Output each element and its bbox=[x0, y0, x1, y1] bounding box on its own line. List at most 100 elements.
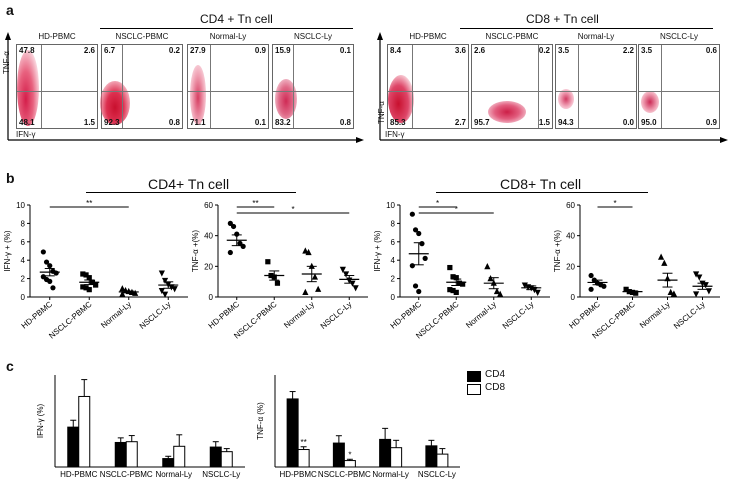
x-tick-label: NSCLC-Ly bbox=[202, 470, 240, 479]
x-tick-label: Normal-Ly bbox=[372, 470, 409, 479]
flow-plot-title: NSCLC-PBMC bbox=[115, 32, 169, 41]
flow-plot-cd4-normal-ly: Normal-Ly 27.9 0.9 71.1 0.1 bbox=[187, 32, 269, 129]
data-point bbox=[161, 277, 169, 285]
bar-cd8 bbox=[343, 460, 356, 468]
x-tick-label: NSCLC-Ly bbox=[138, 300, 173, 331]
bar-cd4 bbox=[162, 458, 175, 468]
data-point bbox=[667, 288, 674, 295]
panel-b-cd4-title: CD4+ Tn cell bbox=[148, 176, 230, 192]
x-tick-label: Normal-Ly bbox=[638, 300, 672, 330]
panel-a-cd8-xaxis-label: IFN-γ bbox=[385, 130, 405, 139]
data-point bbox=[447, 287, 453, 293]
quadrant-hline bbox=[102, 91, 182, 92]
data-point bbox=[349, 280, 356, 287]
y-tick-label: 2 bbox=[391, 275, 396, 284]
data-point bbox=[168, 284, 175, 291]
flow-plot-title: HD-PBMC bbox=[409, 32, 447, 41]
data-point bbox=[86, 287, 92, 293]
data-point bbox=[412, 283, 419, 289]
significance-label: * bbox=[455, 205, 458, 214]
data-point bbox=[416, 288, 422, 295]
data-point bbox=[230, 223, 237, 230]
bar-cd8 bbox=[78, 395, 91, 468]
quadrant-hline bbox=[472, 91, 552, 92]
data-point bbox=[315, 285, 322, 292]
data-point bbox=[86, 275, 92, 281]
bar-cd8 bbox=[436, 453, 449, 468]
significance-label: * bbox=[613, 199, 616, 208]
legend-swatch-cd8 bbox=[467, 384, 481, 395]
data-point bbox=[302, 288, 309, 295]
data-point bbox=[47, 263, 53, 269]
quadrant-tl: 2.6 bbox=[474, 46, 486, 55]
quadrant-tr: 2.2 bbox=[622, 46, 634, 55]
y-tick-label: 8 bbox=[391, 219, 396, 228]
quadrant-tl: 15.9 bbox=[275, 46, 291, 55]
y-tick-label: 20 bbox=[204, 262, 213, 271]
legend-label-cd8: CD8 bbox=[485, 382, 506, 393]
quadrant-br: 0.8 bbox=[339, 118, 351, 127]
y-tick-label: 10 bbox=[386, 201, 395, 210]
y-axis-label: TNF-α (%) bbox=[256, 402, 265, 440]
y-tick-label: 4 bbox=[391, 256, 396, 265]
quadrant-vline bbox=[293, 45, 294, 128]
x-tick-label: HD-PBMC bbox=[20, 300, 55, 331]
data-point bbox=[534, 289, 541, 296]
bar-cd4 bbox=[209, 446, 222, 468]
significance-label: ** bbox=[252, 199, 258, 208]
x-tick-label: Normal-Ly bbox=[99, 300, 133, 330]
quadrant-hline bbox=[188, 91, 268, 92]
quadrant-vline bbox=[41, 45, 42, 128]
y-axis-label: IFN-γ + (%) bbox=[3, 230, 12, 271]
x-tick-label: Normal-Ly bbox=[282, 300, 316, 330]
bar-cd8 bbox=[125, 441, 138, 468]
y-tick-label: 6 bbox=[21, 238, 26, 247]
significance-label: ** bbox=[86, 199, 92, 208]
data-point bbox=[50, 285, 56, 291]
event-density-cluster bbox=[190, 65, 206, 125]
data-point bbox=[696, 274, 703, 281]
quadrant-vline bbox=[661, 45, 662, 128]
quadrant-bl: 85.3 bbox=[390, 118, 406, 127]
x-tick-label: HD-PBMC bbox=[389, 300, 424, 331]
quadrant-tl: 27.9 bbox=[190, 46, 206, 55]
bar-cd4 bbox=[332, 442, 345, 468]
quadrant-br: 1.5 bbox=[538, 118, 550, 127]
y-axis-label: TNF-α +(%) bbox=[553, 230, 562, 273]
data-point bbox=[342, 271, 350, 278]
data-point bbox=[53, 270, 59, 276]
data-point bbox=[460, 281, 466, 287]
x-tick-label: Normal-Ly bbox=[464, 300, 498, 330]
quadrant-br: 2.7 bbox=[454, 118, 466, 127]
flow-plot-cd8-normal-ly: Normal-Ly 3.5 2.2 94.3 0.0 bbox=[555, 32, 637, 129]
data-point bbox=[161, 291, 169, 298]
quadrant-vline bbox=[412, 45, 413, 128]
quadrant-tl: 3.5 bbox=[558, 46, 570, 55]
data-point bbox=[484, 263, 491, 270]
data-point bbox=[119, 290, 126, 297]
panel-a-cd4-title: CD4 + Tn cell bbox=[200, 12, 273, 26]
y-tick-label: 20 bbox=[566, 262, 575, 271]
quadrant-hline bbox=[17, 91, 97, 92]
legend-swatch-cd4 bbox=[467, 371, 481, 382]
panel-c-label: c bbox=[6, 358, 14, 374]
data-point bbox=[311, 273, 319, 280]
y-tick-label: 8 bbox=[21, 219, 26, 228]
y-tick-label: 60 bbox=[566, 201, 575, 210]
panel-a-cd8-axes bbox=[377, 32, 728, 143]
panel-b-cd8-title-bar bbox=[436, 192, 648, 193]
quadrant-bl: 94.3 bbox=[558, 118, 574, 127]
y-tick-label: 4 bbox=[21, 256, 26, 265]
data-point bbox=[93, 282, 99, 288]
flow-plot-title: Normal-Ly bbox=[209, 32, 247, 41]
x-tick-label: NSCLC-PBMC bbox=[100, 470, 153, 479]
x-tick-label: NSCLC-PBMC bbox=[47, 300, 93, 341]
data-point bbox=[531, 287, 538, 294]
x-tick-label: HD-PBMC bbox=[60, 470, 98, 479]
x-tick-label: NSCLC-Ly bbox=[319, 300, 354, 331]
data-point bbox=[623, 286, 629, 292]
flow-plot-title: HD-PBMC bbox=[38, 32, 76, 41]
data-point bbox=[227, 249, 233, 256]
flow-plot-cd8-nsclc-pbmc: NSCLC-PBMC 2.6 0.2 95.7 1.5 bbox=[471, 32, 553, 129]
y-tick-label: 0 bbox=[571, 293, 576, 302]
